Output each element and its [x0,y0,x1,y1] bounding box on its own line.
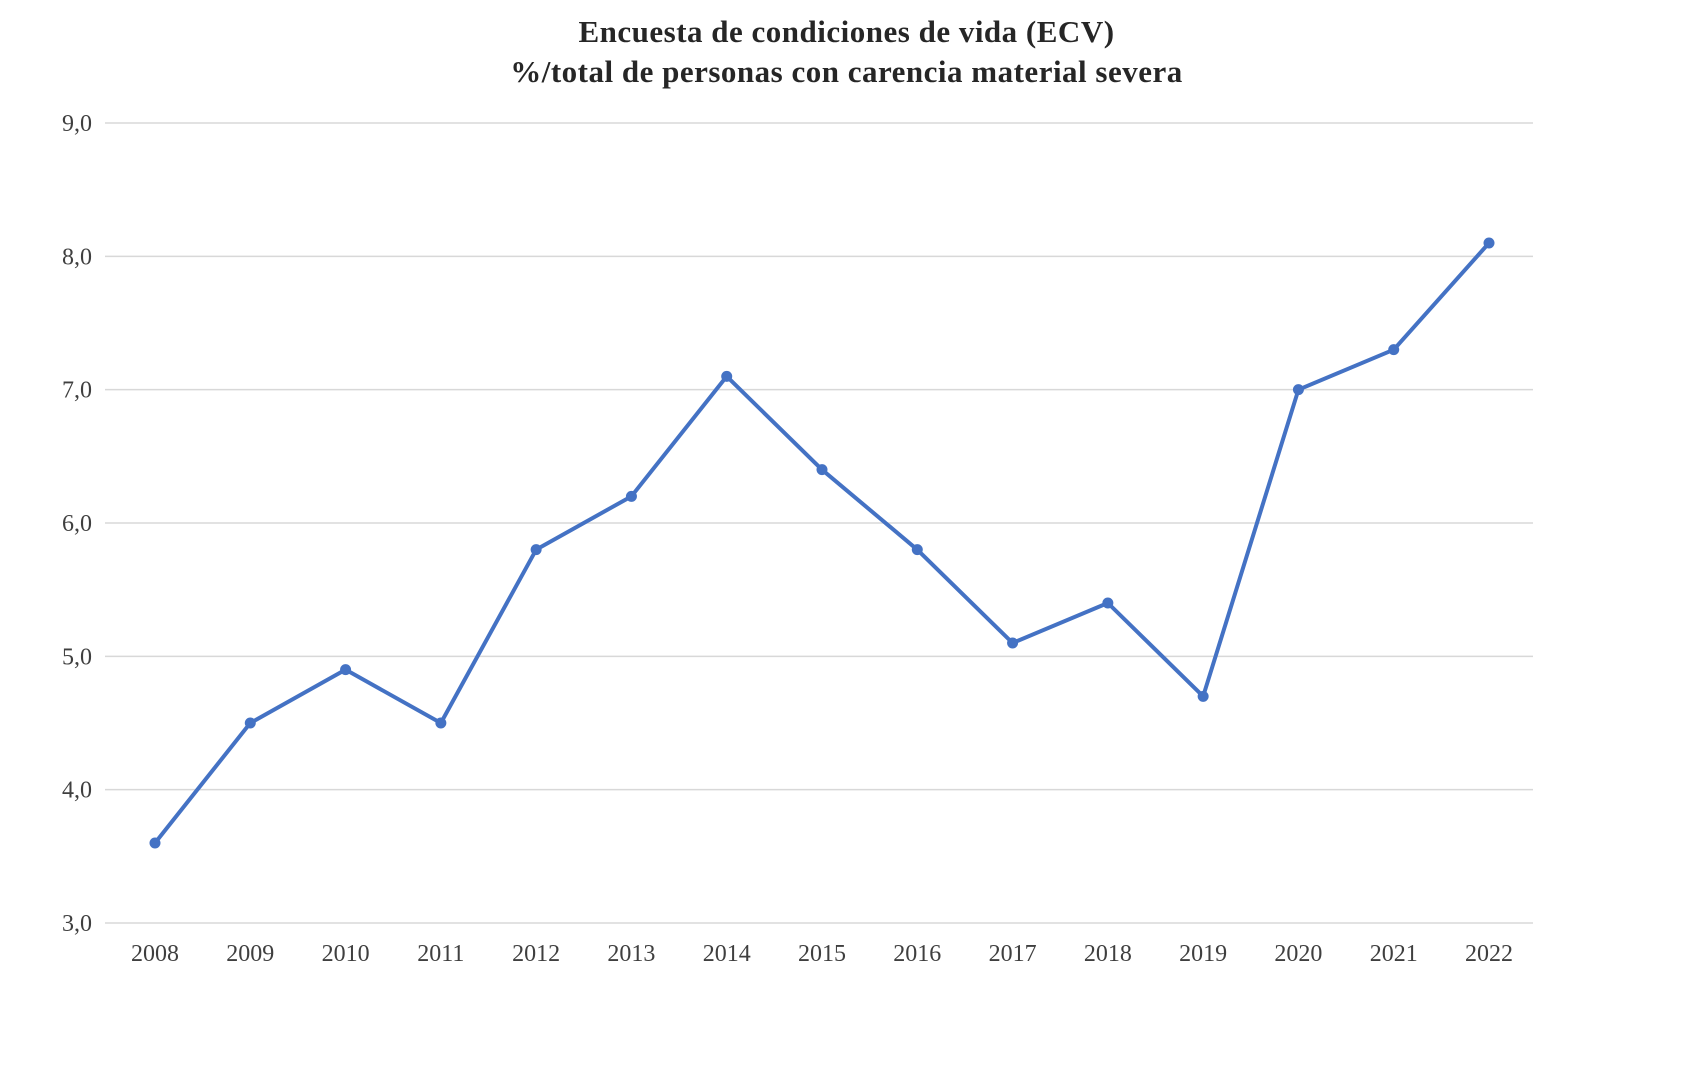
data-point [625,490,637,502]
x-tick-label: 2015 [798,941,846,967]
y-tick-label: 3,0 [62,911,92,937]
data-point [244,717,256,729]
x-tick-label: 2020 [1274,941,1322,967]
x-tick-label: 2021 [1370,941,1418,967]
data-point [816,464,828,476]
x-tick-label: 2013 [607,941,655,967]
x-tick-label: 2011 [417,941,464,967]
data-point [1007,637,1019,649]
x-tick-label: 2017 [989,941,1037,967]
data-point [721,370,733,382]
data-point [530,544,542,556]
x-tick-label: 2010 [322,941,370,967]
data-point [1102,597,1114,609]
y-tick-label: 9,0 [62,111,92,137]
x-tick-label: 2014 [703,941,751,967]
data-point [340,664,352,676]
data-point [149,837,161,849]
x-tick-label: 2008 [131,941,179,967]
data-line [153,241,1491,845]
data-point [911,544,923,556]
data-point [1388,344,1400,356]
x-tick-label: 2016 [893,941,941,967]
chart-title: Encuesta de condiciones de vida (ECV) [578,14,1115,49]
y-tick-label: 6,0 [62,511,92,537]
data-point [1292,384,1304,396]
x-tick-label: 2018 [1084,941,1132,967]
chart-title-block: Encuesta de condiciones de vida (ECV) %/… [0,12,1693,92]
x-tick-label: 2009 [226,941,274,967]
x-tick-label: 2019 [1179,941,1227,967]
x-tick-label: 2022 [1465,941,1513,967]
chart-subtitle: %/total de personas con carencia materia… [510,54,1183,89]
data-point [1197,690,1209,702]
data-point [435,717,447,729]
y-tick-label: 5,0 [62,644,92,670]
y-tick-label: 8,0 [62,244,92,270]
y-tick-label: 7,0 [62,378,92,404]
y-tick-label: 4,0 [62,778,92,804]
x-tick-label: 2012 [512,941,560,967]
data-point [1483,237,1495,249]
